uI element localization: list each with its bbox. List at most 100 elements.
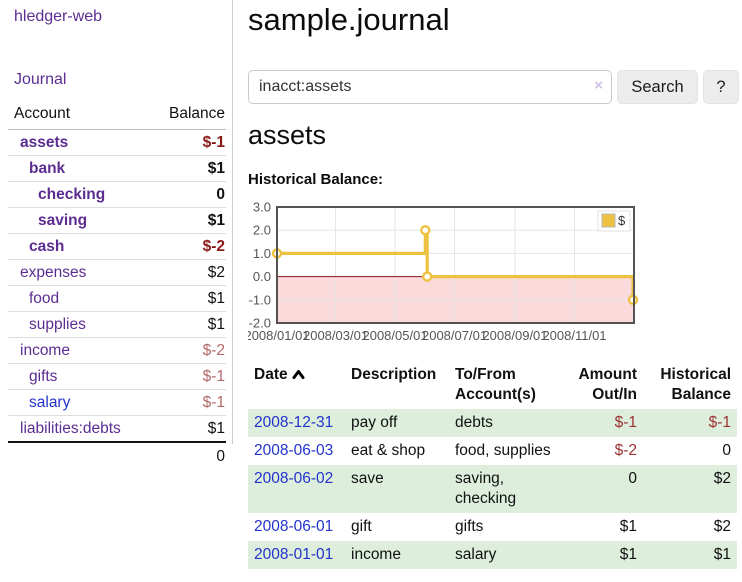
- account-balance: 0: [147, 181, 226, 208]
- account-balance: $1: [147, 285, 226, 312]
- transaction-row: 2008-12-31 pay off debts $-1 $-1: [248, 409, 737, 437]
- y-axis-tick-label: -2.0: [249, 316, 271, 331]
- register-rows: 2008-12-31 pay off debts $-1 $-1 2008-06-03 ea…: [248, 409, 737, 569]
- chart-data-point: [421, 271, 433, 282]
- y-axis-tick-label: 2.0: [253, 223, 271, 238]
- account-balance: $-2: [147, 233, 226, 260]
- account-link[interactable]: income: [20, 342, 70, 359]
- sort-ascending-icon: [292, 370, 305, 379]
- help-button[interactable]: ?: [703, 70, 739, 104]
- transaction-description: save: [351, 470, 384, 487]
- chart-canvas: $3.0 2.0 1.0 0.0 -1.0 -2.02008/01/012008/03/0…: [244, 200, 639, 343]
- transaction-date-link[interactable]: 2008-06-01: [254, 518, 334, 535]
- account-link[interactable]: saving: [38, 212, 88, 229]
- account-link[interactable]: food: [29, 290, 60, 307]
- sidebar-divider: [232, 0, 233, 444]
- x-axis-tick-label: 2008/01/01: [248, 328, 310, 343]
- x-axis-tick-label: 2008/11/01: [542, 328, 606, 343]
- historical-balance-chart[interactable]: $3.0 2.0 1.0 0.0 -1.0 -2.0 2008/01/01 2008/03/0…: [244, 200, 708, 348]
- search-input[interactable]: [248, 70, 612, 104]
- transaction-accounts: salary: [455, 546, 497, 563]
- account-link[interactable]: gifts: [29, 368, 58, 385]
- y-axis-tick-label: 0.0: [253, 269, 271, 284]
- sidebar-account-rows: assets $-1 bank $1 checking 0 saving $1 cash $-2 e…: [8, 130, 226, 442]
- register-header-row: Date Description To/From Account(s) Amount Ou…: [248, 361, 737, 409]
- account-link[interactable]: cash: [29, 238, 65, 255]
- transaction-date-link[interactable]: 2008-12-31: [254, 414, 334, 431]
- sidebar-account-row: bank $1: [8, 155, 226, 182]
- sidebar-account-row: gifts $-1: [8, 363, 226, 390]
- transaction-accounts: food, supplies: [455, 442, 551, 459]
- sidebar-total-value: 0: [147, 441, 226, 469]
- x-axis-tick-label: 2008/09/01: [482, 328, 547, 343]
- transaction-accounts: gifts: [455, 518, 484, 535]
- search-bar: × Search ?: [248, 70, 739, 104]
- sidebar-total-row: 0: [8, 441, 226, 469]
- sidebar-account-row: income $-2: [8, 337, 226, 364]
- sidebar-account-row: expenses $2: [8, 259, 226, 286]
- register-table: Date Description To/From Account(s) Amount Ou…: [248, 361, 737, 569]
- sidebar-account-row: cash $-2: [8, 233, 226, 260]
- transaction-accounts: saving, checking: [455, 470, 517, 507]
- y-axis-tick-label: -1.0: [249, 292, 271, 307]
- transaction-row: 2008-01-01 income salary $1 $1: [248, 541, 737, 569]
- sidebar-account-row: assets $-1: [8, 130, 226, 156]
- register-column-header: Historical Balance: [660, 366, 731, 403]
- transaction-amount: $1: [619, 518, 637, 535]
- account-balance: $1: [147, 155, 226, 182]
- sidebar-account-row: checking 0: [8, 181, 226, 208]
- account-balance: $2: [147, 259, 226, 286]
- account-link[interactable]: expenses: [20, 264, 87, 281]
- transaction-date-link[interactable]: 2008-06-03: [254, 442, 334, 459]
- account-link[interactable]: liabilities:debts: [20, 420, 121, 437]
- sidebar-account-row: saving $1: [8, 207, 226, 234]
- transaction-accounts: debts: [455, 414, 493, 431]
- balance-column-header: Balance: [147, 101, 226, 130]
- transaction-row: 2008-06-02 save saving, checking 0 $2: [248, 465, 737, 513]
- transaction-date-link[interactable]: 2008-01-01: [254, 546, 334, 563]
- transaction-balance: 0: [722, 442, 731, 459]
- sidebar-item-journal[interactable]: Journal: [14, 71, 67, 88]
- transaction-description: eat & shop: [351, 442, 426, 459]
- transaction-row: 2008-06-03 eat & shop food, supplies $-2 0: [248, 437, 737, 465]
- transaction-description: pay off: [351, 414, 398, 431]
- sidebar-accounts-table: Account Balance assets $-1 bank $1 checking 0…: [8, 101, 226, 469]
- y-axis-tick-label: 1.0: [253, 246, 271, 261]
- account-balance: $1: [147, 311, 226, 338]
- account-link[interactable]: supplies: [29, 316, 86, 333]
- search-button[interactable]: Search: [617, 70, 698, 104]
- clear-search-icon[interactable]: ×: [594, 77, 603, 94]
- account-balance: $-1: [202, 134, 225, 151]
- sidebar-account-row: liabilities:debts $1: [8, 415, 226, 442]
- transaction-balance: $2: [713, 470, 731, 487]
- account-heading: assets: [248, 120, 327, 150]
- account-balance: $1: [147, 415, 226, 442]
- account-balance: $-1: [147, 389, 226, 416]
- register-column-header: Amount Out/In: [578, 366, 637, 403]
- sidebar: hledger-web Journal Account Balance asse…: [0, 0, 232, 582]
- sidebar-account-row: salary $-1: [8, 389, 226, 416]
- account-link[interactable]: bank: [29, 160, 66, 177]
- chart-legend-swatch: [601, 213, 616, 228]
- y-axis-tick-label: 3.0: [253, 200, 271, 215]
- transaction-balance: $-1: [708, 414, 731, 431]
- chart-legend-label: $: [618, 213, 626, 228]
- accounts-column-header: Account: [8, 101, 148, 130]
- account-balance: $-1: [147, 363, 226, 390]
- transaction-amount: 0: [628, 470, 637, 487]
- app-title-link[interactable]: hledger-web: [14, 8, 103, 25]
- page-title: sample.journal: [248, 2, 450, 37]
- chart-title: Historical Balance:: [248, 171, 384, 188]
- transaction-amount: $-1: [614, 414, 637, 431]
- register-column-header[interactable]: Date: [248, 361, 345, 409]
- transaction-date-link[interactable]: 2008-06-02: [254, 470, 334, 487]
- x-axis-tick-label: 2008/05/01: [362, 328, 427, 343]
- x-axis-tick-label: 2008/03/01: [303, 328, 368, 343]
- account-link[interactable]: checking: [38, 186, 106, 203]
- account-link[interactable]: assets: [20, 134, 69, 151]
- transaction-description: gift: [351, 518, 372, 535]
- transaction-balance: $1: [713, 546, 731, 563]
- account-link[interactable]: salary: [29, 394, 71, 411]
- sidebar-account-row: food $1: [8, 285, 226, 312]
- transaction-balance: $2: [713, 518, 731, 535]
